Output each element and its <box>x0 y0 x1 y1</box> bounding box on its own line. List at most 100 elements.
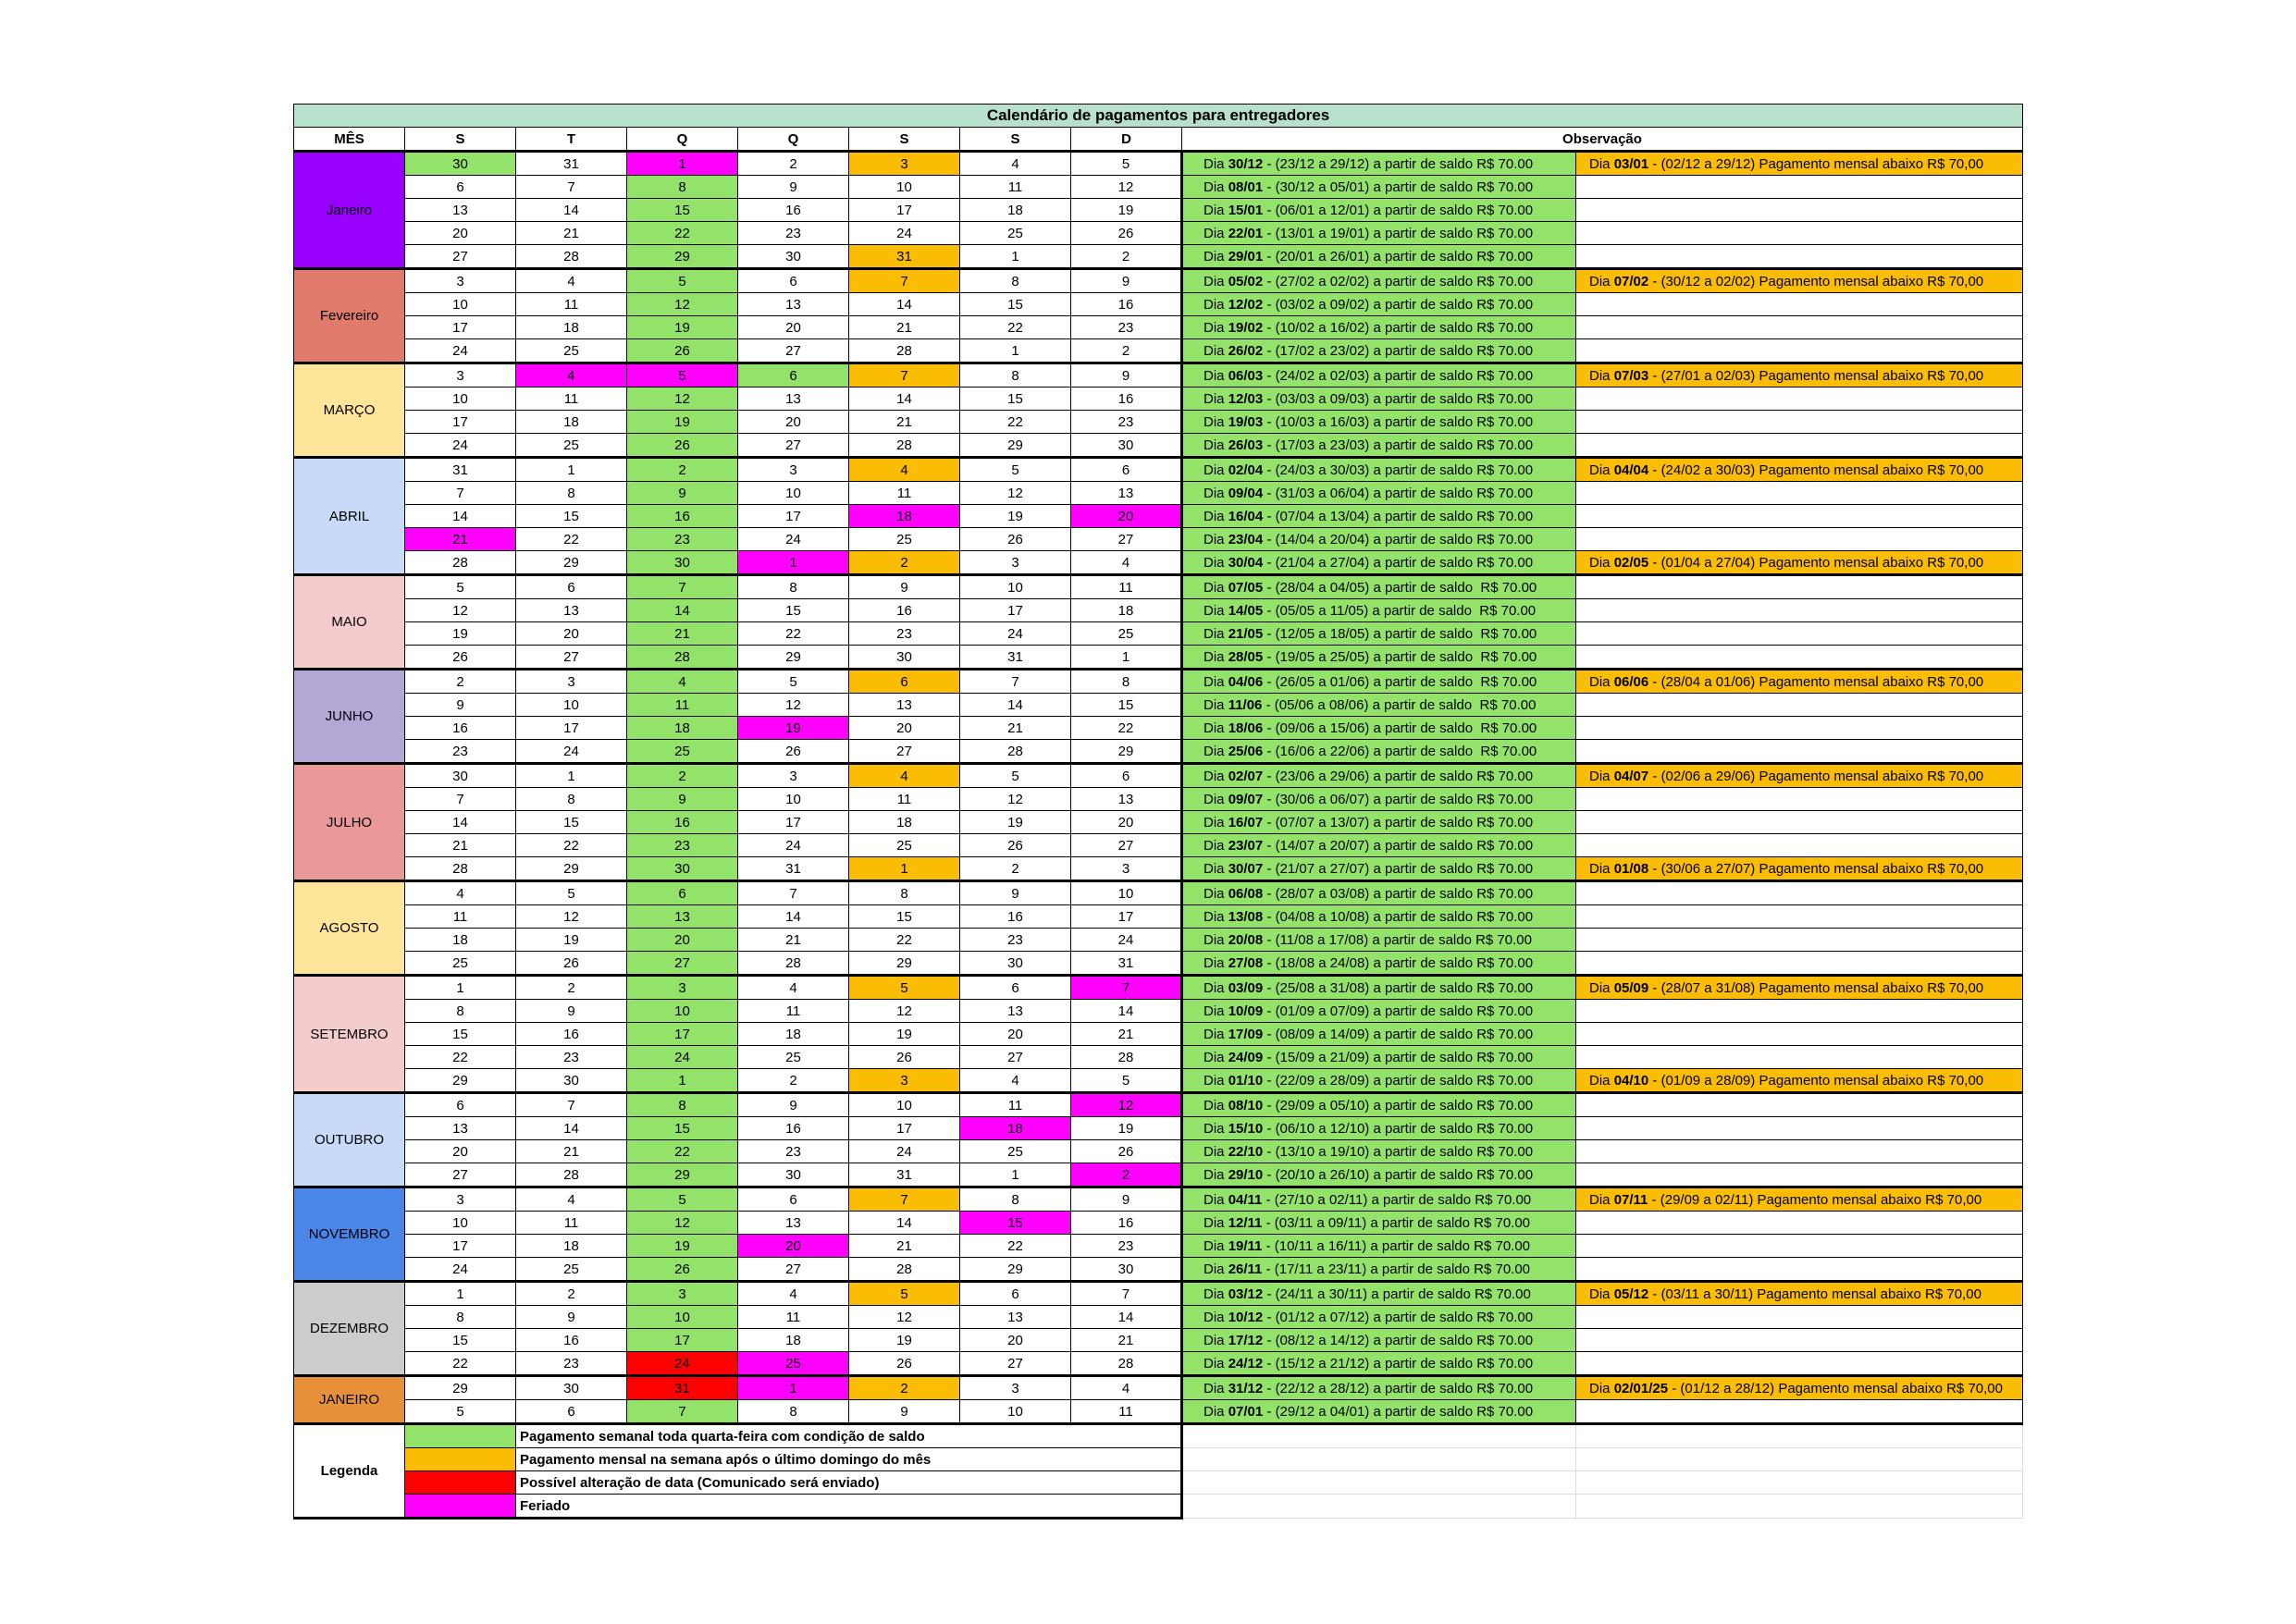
day: 27 <box>959 1351 1071 1376</box>
day: 23 <box>1070 1234 1182 1258</box>
text: - (30/12 a 02/02) Pagamento mensal abaix… <box>1648 273 1984 289</box>
weekly-payment: Dia 04/06 - (26/05 a 01/06) a partir de … <box>1180 668 1576 694</box>
day: 10 <box>848 1091 960 1117</box>
day: 28 <box>1070 1045 1182 1069</box>
text: - (17/11 a 23/11) a partir de saldo R$ 7… <box>1262 1261 1531 1277</box>
text: Dia <box>1204 1261 1228 1277</box>
day: 17 <box>737 810 849 834</box>
text: - (15/12 a 21/12) a partir de saldo R$ 7… <box>1263 1355 1534 1372</box>
text: - (28/04 a 01/06) Pagamento mensal abaix… <box>1648 673 1984 690</box>
text: Dia <box>1589 979 1614 996</box>
row: NOVEMBRO 3 4 5 6 7 8 9 Dia 04/11 - (27/10 a 02/1… <box>293 1186 2023 1283</box>
day: 17 <box>959 598 1071 622</box>
text: - (05/06 a 08/06) a partir de saldo R$ 7… <box>1262 696 1537 713</box>
date: 11/06 <box>1228 696 1263 713</box>
day: 21 <box>404 833 516 857</box>
title: Calendário de pagamentos para entregador… <box>293 104 2023 128</box>
day: 26 <box>1070 221 1182 245</box>
weekly-payment: Dia 06/03 - (24/02 a 02/03) a partir de … <box>1180 362 1576 388</box>
text: - (16/06 a 22/06) a partir de saldo R$ 7… <box>1263 743 1537 759</box>
text: - (24/02 a 30/03) Pagamento mensal abaix… <box>1648 461 1984 478</box>
day: 11 <box>515 387 627 411</box>
day: 22 <box>515 833 627 857</box>
monthly-payment: Dia 07/11 - (29/09 a 02/11) Pagamento me… <box>1575 1186 2023 1212</box>
monthly-payment <box>1575 1305 2023 1329</box>
date: 17/12 <box>1228 1332 1264 1348</box>
day: 19 <box>959 504 1071 528</box>
legend-label: Possível alteração de data (Comunicado s… <box>515 1470 1183 1495</box>
empty-cell <box>1181 1422 1576 1448</box>
text: Dia <box>1204 319 1228 336</box>
day: 28 <box>848 338 960 363</box>
day: 1 <box>626 1068 738 1093</box>
day: 11 <box>737 999 849 1023</box>
weekly-payment: Dia 31/12 - (22/12 a 28/12) a partir de … <box>1180 1374 1576 1400</box>
weekly-payment: Dia 23/04 - (14/04 a 20/04) a partir de … <box>1180 527 1576 551</box>
day: 15 <box>1070 693 1182 717</box>
day: 12 <box>515 904 627 929</box>
day: 25 <box>626 739 738 764</box>
weekly-payment: Dia 22/10 - (13/10 a 19/10) a partir de … <box>1180 1139 1576 1163</box>
day: 24 <box>515 739 627 764</box>
day: 11 <box>515 292 627 316</box>
date: 06/03 <box>1228 367 1264 384</box>
day: 31 <box>959 645 1071 670</box>
date: 07/03 <box>1613 367 1649 384</box>
text: - (21/04 a 27/04) a partir de saldo R$ 7… <box>1263 554 1534 571</box>
date: 29/10 <box>1228 1166 1264 1183</box>
day: 11 <box>1070 1399 1182 1424</box>
day: 31 <box>1070 951 1182 976</box>
day: 5 <box>1070 150 1182 176</box>
row: Legenda Pagamento semanal toda quarta-fei… <box>293 1422 2023 1519</box>
day: 25 <box>404 951 516 976</box>
row: 10 11 12 13 14 15 16 Dia 12/03 - (03/03 a 09/03… <box>294 387 2023 411</box>
day: 15 <box>848 904 960 929</box>
text: Dia <box>1204 885 1228 902</box>
day: 5 <box>1070 1068 1182 1093</box>
day: 14 <box>959 693 1071 717</box>
day: 2 <box>626 456 738 482</box>
weekly-payment: Dia 12/02 - (03/02 a 09/02) a partir de … <box>1180 292 1576 316</box>
day: 13 <box>404 198 516 222</box>
day: 2 <box>515 974 627 1000</box>
date: 19/11 <box>1228 1237 1263 1254</box>
text: - (01/12 a 28/12) Pagamento mensal abaix… <box>1668 1380 2003 1396</box>
day: 14 <box>848 1211 960 1235</box>
legend-title: Legenda <box>293 1422 405 1519</box>
day: 8 <box>626 175 738 199</box>
day: 28 <box>737 951 849 976</box>
date: 23/07 <box>1228 837 1264 854</box>
row: 16 17 18 19 20 21 22 Dia 18/06 - (09/06 a 15/06… <box>294 716 2023 740</box>
text: Dia <box>1589 155 1614 172</box>
row: MARÇO 3 4 5 6 7 8 9 Dia 06/03 - (24/02 a 02/03) … <box>293 362 2023 459</box>
day: 29 <box>848 951 960 976</box>
day: 14 <box>848 387 960 411</box>
monthly-payment <box>1575 1234 2023 1258</box>
row: 15 16 17 18 19 20 21 Dia 17/12 - (08/12 a 14/12… <box>294 1328 2023 1352</box>
day: 1 <box>626 150 738 176</box>
day: 13 <box>737 1211 849 1235</box>
date: 28/05 <box>1228 648 1264 665</box>
day: 4 <box>1070 1374 1182 1400</box>
text: Dia <box>1204 1191 1228 1208</box>
day: 6 <box>1070 456 1182 482</box>
text: - (18/08 a 24/08) a partir de saldo R$ 7… <box>1263 954 1534 971</box>
date: 22/01 <box>1228 225 1264 241</box>
text: Dia <box>1204 273 1228 289</box>
row: 14 15 16 17 18 19 20 Dia 16/07 - (07/07 a 13/07… <box>294 810 2023 834</box>
day: 7 <box>848 267 960 293</box>
day: 2 <box>1070 244 1182 269</box>
day: 27 <box>737 338 849 363</box>
day: 9 <box>626 787 738 811</box>
monthly-payment <box>1575 573 2023 599</box>
day: 19 <box>959 810 1071 834</box>
weekly-payment: Dia 09/07 - (30/06 a 06/07) a partir de … <box>1180 787 1576 811</box>
date: 18/06 <box>1228 720 1264 736</box>
day: 1 <box>404 974 516 1000</box>
day: 27 <box>404 1163 516 1187</box>
day: 24 <box>737 527 849 551</box>
day: 14 <box>737 904 849 929</box>
day: 12 <box>737 693 849 717</box>
day: 22 <box>626 221 738 245</box>
month-name: AGOSTO <box>293 880 405 977</box>
